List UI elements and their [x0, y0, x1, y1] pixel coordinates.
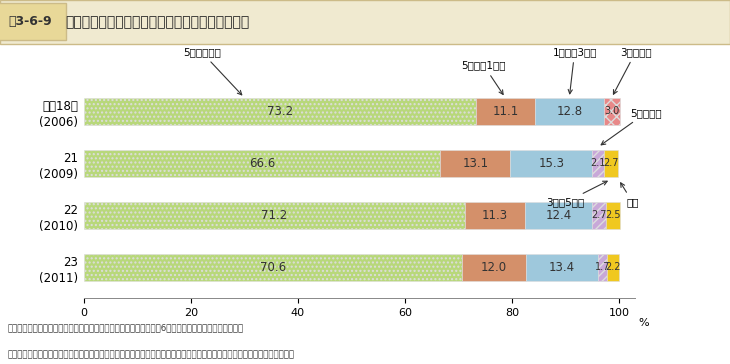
Text: 71.2: 71.2 [261, 209, 288, 222]
Text: 3億～5億円: 3億～5億円 [546, 181, 607, 207]
Bar [604, 150, 618, 177]
Text: 1億円～3億円: 1億円～3億円 [553, 47, 597, 94]
FancyBboxPatch shape [0, 3, 66, 40]
Text: 注：農産物直売所は、農業経営体及び農協等による農産物直売所で、年間を通じて常設店舗形態の施設で営業しているもの。: 注：農産物直売所は、農業経営体及び農協等による農産物直売所で、年間を通じて常設店… [7, 350, 294, 359]
Bar [607, 254, 618, 281]
Bar [465, 202, 526, 229]
Text: 5千万～1億円: 5千万～1億円 [461, 61, 506, 94]
Text: 不明: 不明 [620, 183, 639, 207]
Bar [535, 98, 604, 125]
Text: 2.1: 2.1 [591, 158, 606, 168]
Bar [84, 254, 462, 281]
Text: 5千万円未満: 5千万円未満 [182, 47, 242, 95]
Text: 3.0: 3.0 [604, 106, 619, 116]
Bar [606, 202, 620, 229]
Bar [592, 150, 604, 177]
Text: 66.6: 66.6 [249, 157, 275, 170]
Bar [526, 202, 592, 229]
Text: 11.1: 11.1 [492, 105, 518, 118]
Bar [476, 98, 535, 125]
Text: 13.4: 13.4 [549, 261, 575, 274]
Text: 70.6: 70.6 [260, 261, 286, 274]
Text: 5億円以上: 5億円以上 [602, 108, 661, 145]
Bar [462, 254, 526, 281]
X-axis label: %: % [638, 318, 649, 328]
Text: 2.2: 2.2 [605, 262, 620, 272]
Text: 11.3: 11.3 [482, 209, 508, 222]
Text: 図3-6-9: 図3-6-9 [9, 15, 53, 28]
Text: 12.0: 12.0 [481, 261, 507, 274]
Text: 3億円以上: 3億円以上 [613, 47, 651, 94]
Text: 2.7: 2.7 [591, 210, 607, 220]
Bar [604, 98, 620, 125]
Text: 年間販売金額規模別の農産物直売所の割合の推移: 年間販売金額規模別の農産物直売所の割合の推移 [66, 15, 250, 29]
Bar [84, 150, 440, 177]
Bar [84, 98, 476, 125]
Bar [598, 254, 607, 281]
Text: 資料：農林水産省「農産物地産地消等実態調査」、「農業・農村の6次産業化総合調査」（組替集計）: 資料：農林水産省「農産物地産地消等実態調査」、「農業・農村の6次産業化総合調査」… [7, 323, 243, 332]
Text: 13.1: 13.1 [462, 157, 488, 170]
Text: 2.7: 2.7 [603, 158, 618, 168]
Bar [84, 202, 465, 229]
Text: 12.4: 12.4 [545, 209, 572, 222]
Text: 1.7: 1.7 [594, 262, 610, 272]
Text: 2.5: 2.5 [605, 210, 620, 220]
Bar [440, 150, 510, 177]
Bar [592, 202, 606, 229]
Bar [526, 254, 598, 281]
Bar [510, 150, 592, 177]
Text: 12.8: 12.8 [556, 105, 583, 118]
Text: 73.2: 73.2 [266, 105, 293, 118]
Text: 15.3: 15.3 [538, 157, 564, 170]
